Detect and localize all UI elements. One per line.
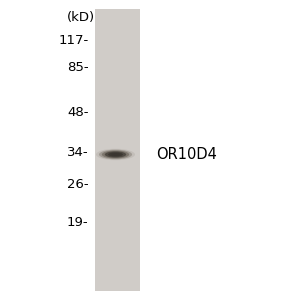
Ellipse shape (96, 149, 135, 160)
Text: 19-: 19- (67, 215, 88, 229)
Bar (94, 9, 140, 291)
Text: OR10D4: OR10D4 (156, 147, 217, 162)
Ellipse shape (105, 152, 126, 158)
Text: 85-: 85- (67, 61, 88, 74)
Ellipse shape (108, 152, 123, 157)
Ellipse shape (99, 150, 132, 159)
Text: (kD): (kD) (67, 11, 95, 25)
Text: 34-: 34- (67, 146, 88, 160)
Text: 48-: 48- (67, 106, 88, 119)
Text: 117-: 117- (58, 34, 88, 47)
Ellipse shape (111, 153, 120, 156)
Ellipse shape (102, 151, 129, 158)
Text: 26-: 26- (67, 178, 88, 191)
